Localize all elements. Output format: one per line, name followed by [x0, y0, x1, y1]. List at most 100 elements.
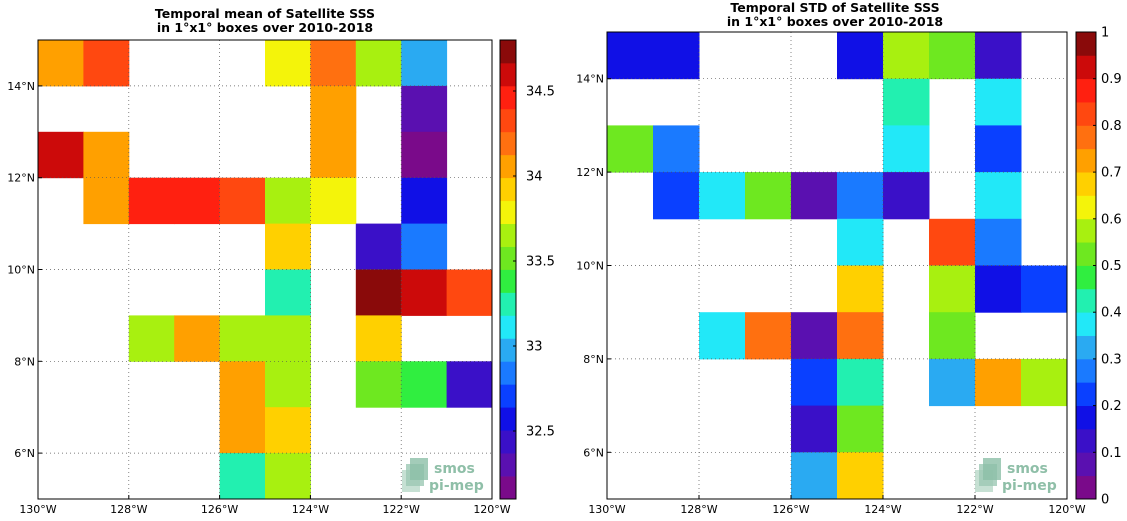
heatmap-cell	[975, 32, 1022, 80]
colorbar-segment	[500, 223, 516, 247]
colorbar-segment	[500, 269, 516, 293]
colorbar-tick-label: 0.3	[1101, 352, 1122, 367]
y-tick-label: 14°N	[7, 80, 35, 93]
heatmap-cell	[174, 315, 221, 362]
heatmap-cell	[883, 125, 930, 173]
std-sss-panel: Temporal STD of Satellite SSS in 1°x1° b…	[576, 0, 1121, 516]
y-tick-label: 6°N	[583, 446, 604, 459]
heatmap-cell	[446, 269, 493, 316]
heatmap-cell	[401, 85, 448, 133]
heatmap-cell	[929, 312, 976, 360]
colorbar-segment	[1076, 452, 1096, 477]
heatmap-cell	[265, 361, 311, 408]
y-tick-label: 12°N	[7, 172, 35, 185]
colorbar-segment	[1076, 172, 1096, 196]
colorbar-segment	[500, 246, 516, 270]
heatmap-cell	[837, 405, 884, 453]
std-colorbar: 0 0.1 0.2 0.3 0.4 0.5 0.6 0.7 0.8 0.9 1	[1075, 26, 1122, 508]
colorbar-frame	[499, 39, 517, 500]
colorbar-segment	[500, 200, 516, 224]
colorbar-segment	[1076, 358, 1096, 383]
colorbar-segment	[500, 40, 516, 64]
heatmap-cell	[355, 40, 402, 87]
colorbar-segment	[1076, 195, 1096, 220]
colorbar-tick-label: 0.4	[1101, 306, 1122, 321]
x-tick-label: 124°W	[292, 503, 329, 516]
colorbar-segment	[500, 407, 516, 431]
x-tick-label: 130°W	[588, 503, 625, 516]
std-watermark: smos pi-mep	[975, 458, 1057, 494]
x-tick-label: 126°W	[201, 503, 238, 516]
heatmap-cell	[401, 131, 448, 179]
heatmap-cell	[653, 125, 700, 173]
colorbar-segment	[1076, 288, 1096, 313]
colorbar-segment	[500, 177, 516, 202]
heatmap-cell	[837, 312, 884, 360]
smos-logo-icon	[402, 458, 428, 492]
heatmap-cell	[401, 40, 448, 87]
colorbar-segment	[1076, 78, 1096, 103]
heatmap-cell	[83, 40, 130, 87]
heatmap-cell	[174, 177, 221, 225]
colorbar-segment	[1076, 475, 1096, 500]
colorbar-segment	[500, 453, 516, 477]
colorbar-tick-label: 0.8	[1101, 119, 1122, 134]
colorbar-tick-label: 0.2	[1101, 399, 1122, 414]
heatmap-cell	[219, 315, 266, 362]
x-tick-label: 126°W	[772, 503, 809, 516]
colorbar-segment	[500, 338, 516, 362]
heatmap-cell	[791, 405, 838, 453]
heatmap-cell	[446, 361, 493, 408]
x-tick-label: 130°W	[19, 503, 56, 516]
colorbar-segment	[1076, 32, 1096, 56]
heatmap-cell	[791, 172, 838, 220]
colorbar-segment	[1076, 405, 1096, 430]
mean-x-ticks: 130°W 128°W 126°W 124°W 122°W 120°W	[19, 495, 511, 516]
colorbar-segment	[1076, 382, 1096, 406]
colorbar-segment	[500, 108, 516, 133]
heatmap-cell	[745, 172, 792, 220]
heatmap-cell	[265, 40, 311, 87]
y-tick-label: 10°N	[7, 264, 35, 277]
heatmap-cell	[745, 312, 792, 360]
heatmap-cell	[310, 177, 357, 225]
std-chart-title-line2: in 1°x1° boxes over 2010-2018	[727, 14, 943, 29]
colorbar-tick-label: 0.9	[1101, 72, 1122, 87]
colorbar-segment	[1076, 312, 1096, 336]
heatmap-cell	[38, 40, 84, 87]
colorbar-segment	[500, 131, 516, 156]
colorbar-segment	[1076, 148, 1096, 173]
heatmap-cell	[883, 172, 930, 220]
heatmap-cell	[975, 172, 1022, 220]
heatmap-cell	[837, 452, 884, 500]
colorbar-tick-label: 0.1	[1101, 446, 1122, 461]
heatmap-cell	[401, 269, 448, 316]
colorbar-segment	[1076, 55, 1096, 80]
colorbar-tick-label: 33	[526, 340, 543, 355]
colorbar-segment	[500, 292, 516, 316]
std-heatmap-cells	[607, 32, 1068, 500]
std-y-ticks: 6°N 8°N 10°N 12°N 14°N	[576, 73, 611, 459]
mean-chart-title-line2: in 1°x1° boxes over 2010-2018	[157, 20, 373, 35]
heatmap-cell	[929, 265, 976, 313]
colorbar-segment	[1076, 218, 1096, 243]
y-tick-label: 14°N	[576, 73, 604, 86]
colorbar-tick-label: 0.5	[1101, 259, 1122, 274]
mean-sss-panel: Temporal mean of Satellite SSS in 1°x1° …	[7, 6, 555, 516]
colorbar-segment	[500, 154, 516, 179]
colorbar-segment	[1076, 125, 1096, 150]
heatmap-cell	[929, 218, 976, 266]
y-tick-label: 12°N	[576, 166, 604, 179]
colorbar-segment	[500, 315, 516, 339]
colorbar-segment	[1076, 335, 1096, 360]
heatmap-cell	[837, 32, 884, 80]
colorbar-tick-label: 0.7	[1101, 166, 1122, 181]
x-tick-label: 122°W	[383, 503, 420, 516]
heatmap-cell	[975, 358, 1022, 407]
heatmap-cell	[837, 265, 884, 313]
watermark-smos-text: smos	[1007, 461, 1048, 477]
heatmap-cell	[975, 218, 1022, 266]
heatmap-cell	[975, 125, 1022, 173]
heatmap-cell	[837, 218, 884, 266]
heatmap-cell	[128, 315, 175, 362]
